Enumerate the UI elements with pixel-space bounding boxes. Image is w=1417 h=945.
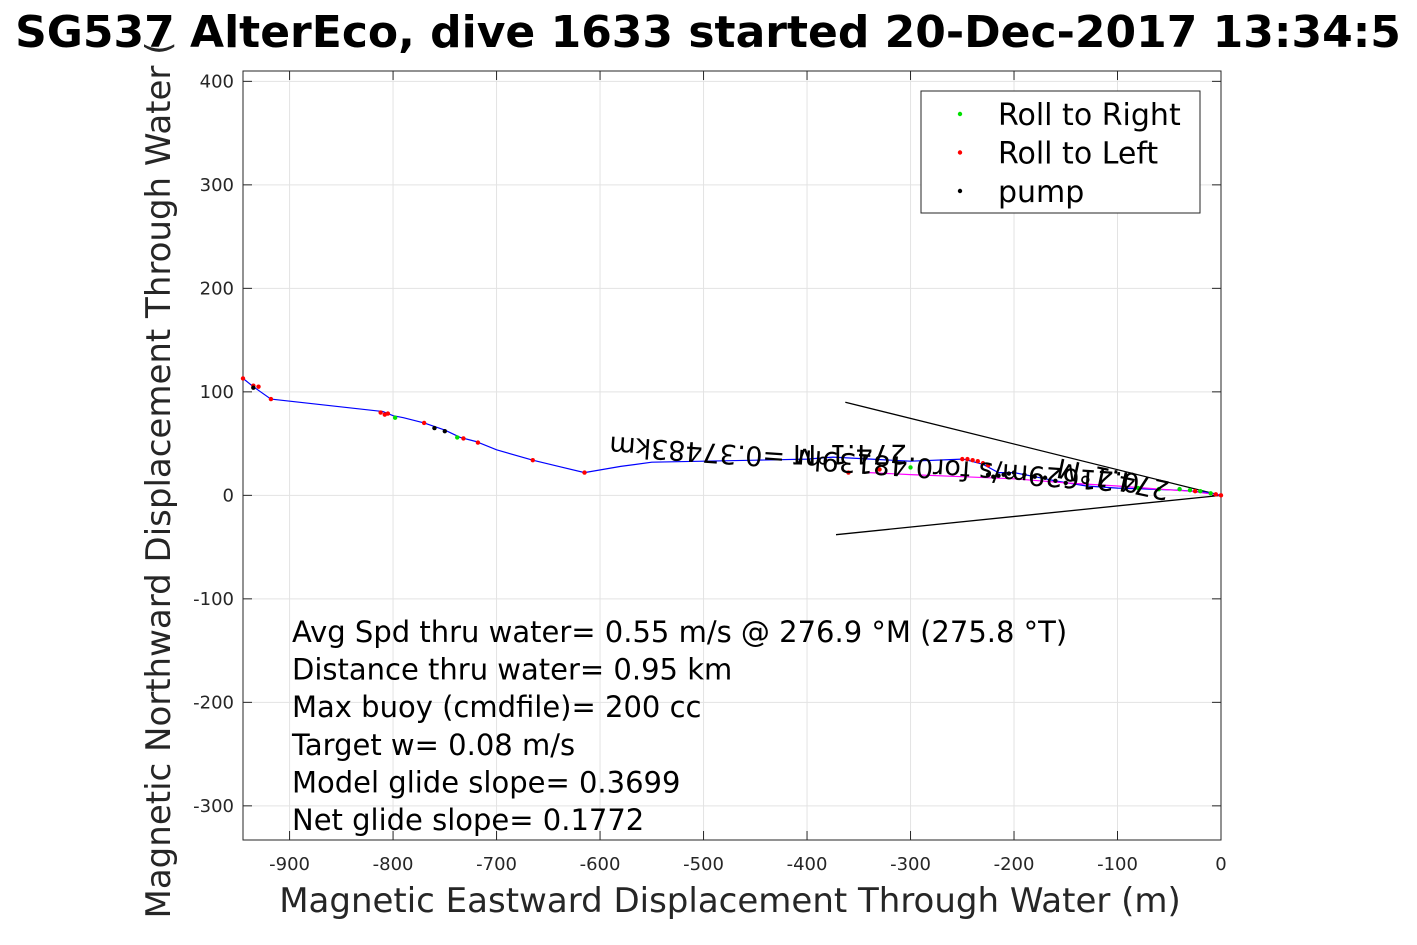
x-tick-label: -200 (994, 854, 1035, 875)
plot-frame (242, 70, 1222, 841)
heading-line (835, 494, 1222, 536)
chart-title: SG537 AlterEco, dive 1633 started 20-Dec… (15, 7, 1401, 58)
roll-left-marker (960, 456, 965, 462)
y-tick-label: -100 (193, 589, 234, 610)
y-tick-label: 0 (223, 485, 234, 506)
roll-left-marker (582, 470, 587, 475)
roll-left-marker (461, 436, 466, 441)
x-tick-label: -300 (890, 854, 931, 875)
roll-left-marker (1218, 493, 1224, 498)
info-line: Max buoy (cmdfile)= 200 cc (292, 690, 701, 724)
info-line: Distance thru water= 0.95 km (292, 653, 732, 687)
roll-left-marker (1213, 492, 1219, 497)
pump-marker (432, 425, 437, 431)
x-tick-label: -500 (683, 854, 724, 875)
inverted-heading-label-1: 274.1°M (793, 438, 907, 469)
x-tick-label: -600 (580, 854, 621, 875)
roll-left-marker (256, 384, 261, 389)
heading-line (845, 401, 1222, 496)
roll-right-marker (455, 435, 460, 440)
roll-left-marker (975, 458, 980, 464)
roll-right-marker (1156, 486, 1162, 492)
y-tick-label: 200 (200, 278, 234, 299)
info-line: Avg Spd thru water= 0.55 m/s @ 276.9 °M … (292, 615, 1067, 649)
roll-left-marker (1192, 489, 1198, 494)
legend-marker (957, 111, 963, 117)
y-axis-label-group: Magnetic Northward Displacement Through … (139, 42, 179, 919)
roll-right-marker (1136, 485, 1141, 491)
y-tick-label: 100 (200, 382, 234, 403)
roll-left-marker (268, 396, 274, 402)
roll-left-marker (980, 461, 986, 466)
legend-label: Roll to Left (998, 137, 1158, 172)
legend-label: Roll to Right (998, 98, 1181, 133)
inverted-heading-label-1-group: 274.1°M (793, 438, 907, 469)
y-tick-label: -200 (193, 692, 234, 713)
x-tick-label: -100 (1097, 854, 1138, 875)
roll-left-marker (965, 456, 970, 462)
pump-marker (1063, 480, 1068, 486)
x-tick-label: 0 (1215, 854, 1226, 875)
pump-marker (442, 428, 448, 434)
pump-marker (1006, 471, 1012, 476)
info-line: Target w= 0.08 m/s (291, 728, 575, 762)
y-tick-label: 300 (200, 175, 234, 196)
y-tick-label: 400 (200, 71, 234, 92)
pump-marker (1001, 472, 1006, 477)
roll-left-marker (240, 376, 246, 381)
roll-right-marker (1208, 491, 1213, 496)
pump-marker (991, 474, 996, 479)
roll-left-marker (475, 440, 481, 445)
roll-left-marker (877, 467, 882, 472)
legend-marker (957, 150, 963, 155)
x-tick-label: -700 (476, 854, 517, 875)
roll-left-marker (970, 457, 975, 463)
roll-left-marker (378, 410, 383, 415)
pump-marker (1053, 478, 1058, 484)
roll-right-marker (392, 415, 398, 420)
roll-left-marker (382, 412, 387, 417)
info-line: Net glide slope= 0.1772 (292, 803, 644, 837)
legend-label: pump (998, 175, 1084, 210)
legend-box (920, 90, 1201, 214)
roll-left-marker (846, 470, 851, 475)
roll-left-marker (985, 463, 991, 468)
x-tick-label: -400 (787, 854, 828, 875)
pump-marker (996, 473, 1001, 478)
roll-right-marker (1198, 489, 1203, 494)
roll-right-marker (908, 465, 913, 470)
roll-right-marker (1187, 487, 1193, 493)
roll-right-marker (1177, 486, 1182, 492)
chart-text: 0.21629m/s for0.48139hr =0.37483km274.1°… (15, 7, 1401, 921)
pump-marker (251, 385, 256, 390)
info-line: Model glide slope= 0.3699 (292, 765, 680, 799)
x-tick-label: -800 (373, 854, 414, 875)
tick-marks: -900 -800 -700 -600 -500 -400 -300 -200 -100 0 -30… (193, 70, 1227, 875)
y-axis-label: Magnetic Northward Displacement Through … (139, 42, 179, 919)
pump-marker (1032, 474, 1037, 479)
pump-marker (985, 472, 991, 477)
pump-marker (1022, 472, 1027, 477)
plot-area (240, 376, 1224, 536)
pump-marker (1011, 470, 1017, 475)
legend-marker (957, 188, 963, 194)
roll-left-marker (421, 420, 427, 426)
pump-marker (1042, 475, 1048, 480)
x-tick-label: -900 (269, 854, 310, 875)
y-tick-label: -300 (193, 796, 234, 817)
x-axis-label: Magnetic Eastward Displacement Through W… (279, 881, 1181, 921)
roll-left-marker (530, 457, 535, 463)
